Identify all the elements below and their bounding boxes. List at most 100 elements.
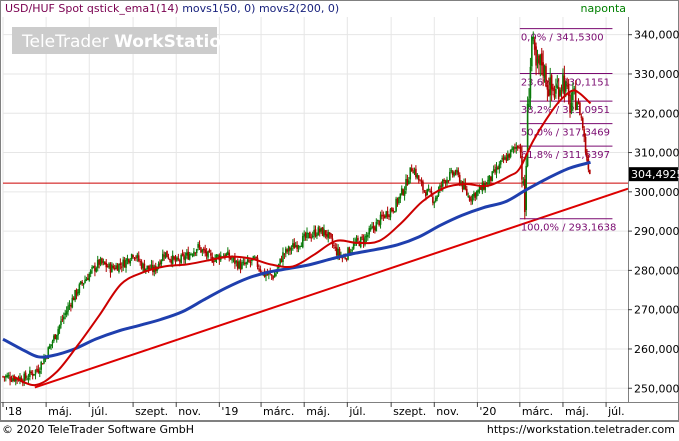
candle-body — [167, 256, 170, 259]
candle-body — [194, 252, 197, 254]
x-tick-label: szept. — [393, 405, 426, 418]
candle-body — [7, 375, 10, 377]
candle-body — [357, 237, 359, 241]
candle-body — [388, 215, 390, 217]
candle-body — [81, 282, 83, 284]
candle-body — [409, 167, 412, 180]
candle-body — [197, 243, 199, 248]
candle-body — [241, 263, 243, 269]
candle-body — [441, 179, 444, 187]
candle-body — [337, 248, 339, 257]
candle-body — [19, 376, 21, 381]
candle-body — [502, 157, 505, 161]
chart-header: USD/HUF Spot qstick_ema1(14) movs1(50, 0… — [5, 2, 626, 15]
candle-body — [279, 258, 281, 264]
candle-body — [113, 267, 116, 270]
candle-body — [518, 147, 520, 149]
candle-body — [67, 306, 69, 312]
candle-body — [552, 87, 554, 92]
candle-body — [562, 74, 564, 92]
candle-body — [210, 253, 212, 256]
candle-body — [498, 164, 501, 170]
candle-body — [549, 77, 552, 96]
candle-body — [272, 276, 274, 279]
candle-body — [521, 155, 523, 180]
fib-level-label: 38,2% / 323,0951 — [521, 105, 610, 116]
candle-body — [307, 232, 310, 234]
candle-body — [419, 180, 421, 182]
candle-body — [217, 255, 219, 257]
x-tick-label: márc. — [263, 405, 294, 418]
candle-body — [574, 90, 577, 110]
candle-body — [55, 334, 58, 340]
candle-body — [405, 178, 407, 191]
candle-body — [378, 220, 380, 226]
candle-body — [533, 40, 536, 50]
candle-body — [187, 251, 190, 260]
candle-body — [444, 180, 447, 184]
candle-body — [583, 129, 585, 138]
candle-body — [256, 257, 259, 267]
candle-body — [374, 227, 376, 231]
candle-body — [184, 256, 187, 261]
candle-body — [246, 259, 249, 263]
candle-body — [27, 378, 30, 380]
candle-body — [426, 189, 429, 196]
candle-body — [145, 268, 147, 272]
candle-body — [191, 254, 194, 256]
candle-body — [289, 247, 291, 251]
candle-body — [96, 259, 99, 268]
candle-body — [146, 265, 149, 270]
candle-body — [58, 325, 61, 330]
candle-body — [75, 289, 78, 296]
candle-body — [105, 262, 108, 268]
candle-body — [371, 226, 373, 229]
candle-body — [399, 193, 402, 199]
candle-body — [186, 252, 188, 256]
candle-body — [207, 251, 209, 258]
candle-body — [137, 255, 140, 261]
y-tick-label: 330,0000 — [634, 68, 679, 81]
candle-body — [316, 235, 318, 237]
candle-body — [24, 372, 27, 379]
candle-body — [424, 192, 427, 197]
candle-body — [228, 252, 231, 259]
candle-body — [61, 319, 64, 321]
candle-body — [232, 257, 235, 259]
source-url[interactable]: https://workstation.teletrader.com — [486, 423, 675, 436]
candle-body — [40, 361, 42, 370]
candle-body — [477, 189, 479, 193]
candle-body — [85, 278, 88, 281]
candle-body — [422, 181, 424, 191]
candle-body — [243, 262, 246, 265]
candle-body — [285, 248, 287, 254]
candle-body — [586, 153, 588, 161]
candle-body — [485, 183, 488, 185]
candle-body — [136, 254, 139, 259]
candle-body — [509, 149, 512, 157]
candle-body — [99, 258, 102, 265]
candle-body — [60, 320, 62, 326]
candle-body — [212, 261, 215, 263]
candle-body — [505, 157, 508, 162]
candle-body — [125, 259, 127, 268]
candle-body — [290, 248, 293, 250]
candle-body — [170, 259, 173, 264]
candle-body — [393, 211, 396, 213]
candle-body — [355, 238, 358, 244]
y-tick-label: 310,0000 — [634, 147, 679, 160]
candle-body — [53, 335, 55, 341]
grid — [2, 17, 628, 402]
candle-body — [12, 378, 14, 381]
candle-body — [236, 261, 239, 269]
candle-body — [488, 175, 491, 182]
candle-body — [135, 257, 137, 259]
candle-body — [205, 251, 208, 256]
candle-body — [87, 278, 89, 280]
candle-body — [133, 257, 136, 259]
y-tick-label: 340,0000 — [634, 29, 679, 42]
candle-body — [501, 158, 503, 160]
candle-body — [327, 232, 330, 238]
